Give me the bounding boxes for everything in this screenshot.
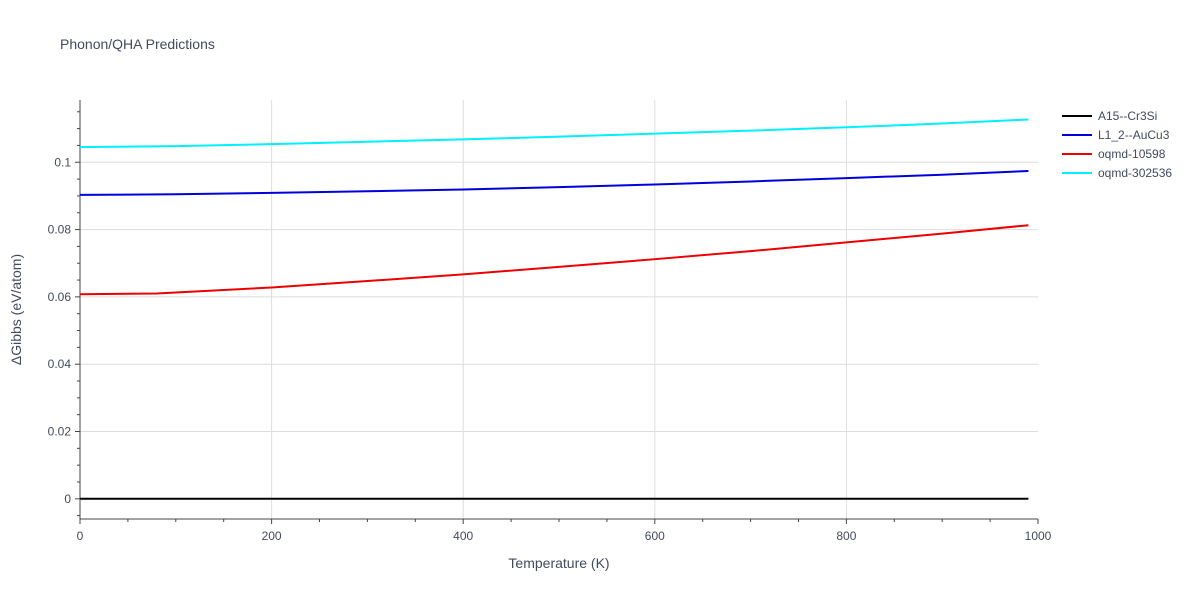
legend-label: A15--Cr3Si	[1098, 108, 1158, 123]
y-axis-title: ΔGibbs (eV/atom)	[8, 254, 24, 365]
x-tick-label: 200	[262, 529, 282, 543]
x-axis-title: Temperature (K)	[508, 555, 609, 571]
legend-item-oqmd-302536[interactable]: oqmd-302536	[1062, 163, 1172, 182]
legend-item-a15-cr3si[interactable]: A15--Cr3Si	[1062, 106, 1172, 125]
legend-swatch	[1062, 114, 1092, 117]
legend-label: oqmd-10598	[1098, 146, 1166, 161]
chart-title: Phonon/QHA Predictions	[60, 36, 215, 52]
y-tick-label: 0.02	[48, 424, 72, 438]
y-tick-label: 0	[64, 492, 71, 506]
legend: A15--Cr3Si L1_2--AuCu3 oqmd-10598 oqmd-3025…	[1062, 106, 1172, 182]
x-tick-label: 800	[836, 529, 856, 543]
y-tick-label: 0.04	[48, 357, 72, 371]
series-line-oqmd-10598	[79, 224, 1029, 296]
legend-item-l1-2-aucu3[interactable]: L1_2--AuCu3	[1062, 125, 1172, 144]
legend-swatch	[1062, 133, 1092, 136]
y-tick-label: 0.1	[54, 155, 71, 169]
x-tick-label: 400	[453, 529, 473, 543]
y-tick-label: 0.06	[48, 290, 72, 304]
series-line-oqmd-302536	[79, 118, 1029, 149]
legend-label: oqmd-302536	[1098, 165, 1173, 180]
y-tick-label: 0.08	[48, 223, 72, 237]
legend-swatch	[1062, 152, 1092, 155]
x-tick-label: 600	[645, 529, 665, 543]
x-tick-label: 1000	[1025, 529, 1052, 543]
legend-swatch	[1062, 171, 1092, 174]
legend-item-oqmd-10598[interactable]: oqmd-10598	[1062, 144, 1172, 163]
x-tick-label: 0	[77, 529, 84, 543]
series-line-l1-2-aucu3	[79, 170, 1029, 196]
legend-label: L1_2--AuCu3	[1098, 127, 1170, 142]
